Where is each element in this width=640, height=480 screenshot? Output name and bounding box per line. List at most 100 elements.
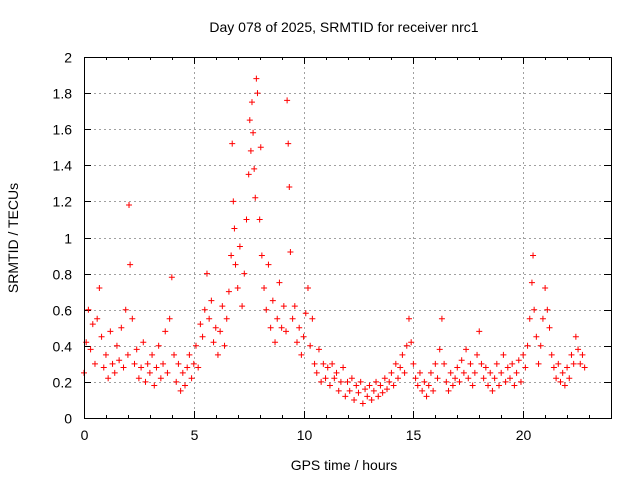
y-tick-label: 1.8: [53, 86, 73, 102]
data-point: [293, 339, 300, 346]
data-point: [232, 261, 239, 268]
data-point: [489, 387, 496, 394]
data-point: [248, 99, 255, 106]
data-point: [138, 364, 145, 371]
data-point: [184, 364, 191, 371]
data-point: [177, 387, 184, 394]
data-point: [96, 285, 103, 292]
data-point: [449, 382, 456, 389]
data-point: [416, 369, 423, 376]
data-point: [311, 360, 318, 367]
data-point: [116, 357, 123, 364]
data-point: [289, 315, 296, 322]
data-point: [120, 364, 127, 371]
x-tick-label: 0: [81, 427, 89, 443]
data-point: [454, 364, 461, 371]
data-point: [458, 357, 465, 364]
data-point: [254, 90, 261, 97]
data-point: [487, 369, 494, 376]
data-point: [430, 387, 437, 394]
data-point: [414, 382, 421, 389]
data-point: [203, 270, 210, 277]
data-point: [566, 375, 573, 382]
data-point: [122, 306, 129, 313]
data-point: [261, 285, 268, 292]
data-point: [173, 378, 180, 385]
data-point: [212, 324, 219, 331]
data-point: [434, 375, 441, 382]
data-point: [530, 252, 537, 259]
y-tick-label: 1.2: [53, 194, 73, 210]
data-point: [162, 328, 169, 335]
data-point: [214, 351, 221, 358]
data-point: [217, 328, 224, 335]
data-point: [388, 369, 395, 376]
data-point: [94, 315, 101, 322]
data-point: [223, 315, 230, 322]
data-point: [166, 315, 173, 322]
data-point: [276, 279, 283, 286]
data-point: [283, 328, 290, 335]
data-point: [135, 375, 142, 382]
y-tick-label: 0.4: [53, 339, 73, 355]
data-point: [171, 351, 178, 358]
data-point: [456, 378, 463, 385]
data-point: [229, 140, 236, 147]
x-tick-label: 10: [297, 427, 313, 443]
data-point: [421, 378, 428, 385]
data-point: [579, 351, 586, 358]
data-point: [469, 382, 476, 389]
x-tick-label: 5: [191, 427, 199, 443]
data-point: [326, 382, 333, 389]
y-tick-label: 0.6: [53, 303, 73, 319]
data-point: [515, 357, 522, 364]
data-point: [250, 129, 257, 136]
data-point: [234, 285, 241, 292]
data-point: [445, 387, 452, 394]
data-point: [386, 378, 393, 385]
data-point: [359, 400, 366, 407]
data-point: [129, 315, 136, 322]
data-point: [151, 382, 158, 389]
data-point: [555, 360, 562, 367]
data-point: [105, 375, 112, 382]
data-point: [258, 252, 265, 259]
data-point: [506, 375, 513, 382]
data-point: [164, 369, 171, 376]
data-point: [564, 364, 571, 371]
data-point: [302, 310, 309, 317]
data-point: [239, 303, 246, 310]
data-point: [570, 360, 577, 367]
data-point: [296, 324, 303, 331]
data-point: [256, 216, 263, 223]
data-point: [182, 382, 189, 389]
data-point: [403, 342, 410, 349]
data-point: [291, 303, 298, 310]
data-point: [263, 306, 270, 313]
data-point: [253, 75, 260, 82]
data-point: [366, 382, 373, 389]
data-point: [463, 346, 470, 353]
data-point: [559, 369, 566, 376]
data-point: [511, 382, 518, 389]
data-point: [460, 369, 467, 376]
y-tick-label: 1: [64, 231, 72, 247]
data-point: [272, 339, 279, 346]
data-point: [251, 165, 258, 172]
data-point: [351, 396, 358, 403]
data-point: [373, 378, 380, 385]
y-tick-label: 0: [64, 411, 72, 427]
data-point: [553, 375, 560, 382]
y-tick-label: 1.4: [53, 158, 73, 174]
x-axis-label: GPS time / hours: [291, 457, 398, 473]
data-point: [357, 378, 364, 385]
data-point: [528, 279, 535, 286]
data-point: [340, 364, 347, 371]
data-point: [153, 364, 160, 371]
data-point: [265, 261, 272, 268]
data-point: [168, 274, 175, 281]
data-point: [346, 387, 353, 394]
data-point: [236, 243, 243, 250]
y-tick-label: 0.8: [53, 267, 73, 283]
data-point: [335, 387, 342, 394]
